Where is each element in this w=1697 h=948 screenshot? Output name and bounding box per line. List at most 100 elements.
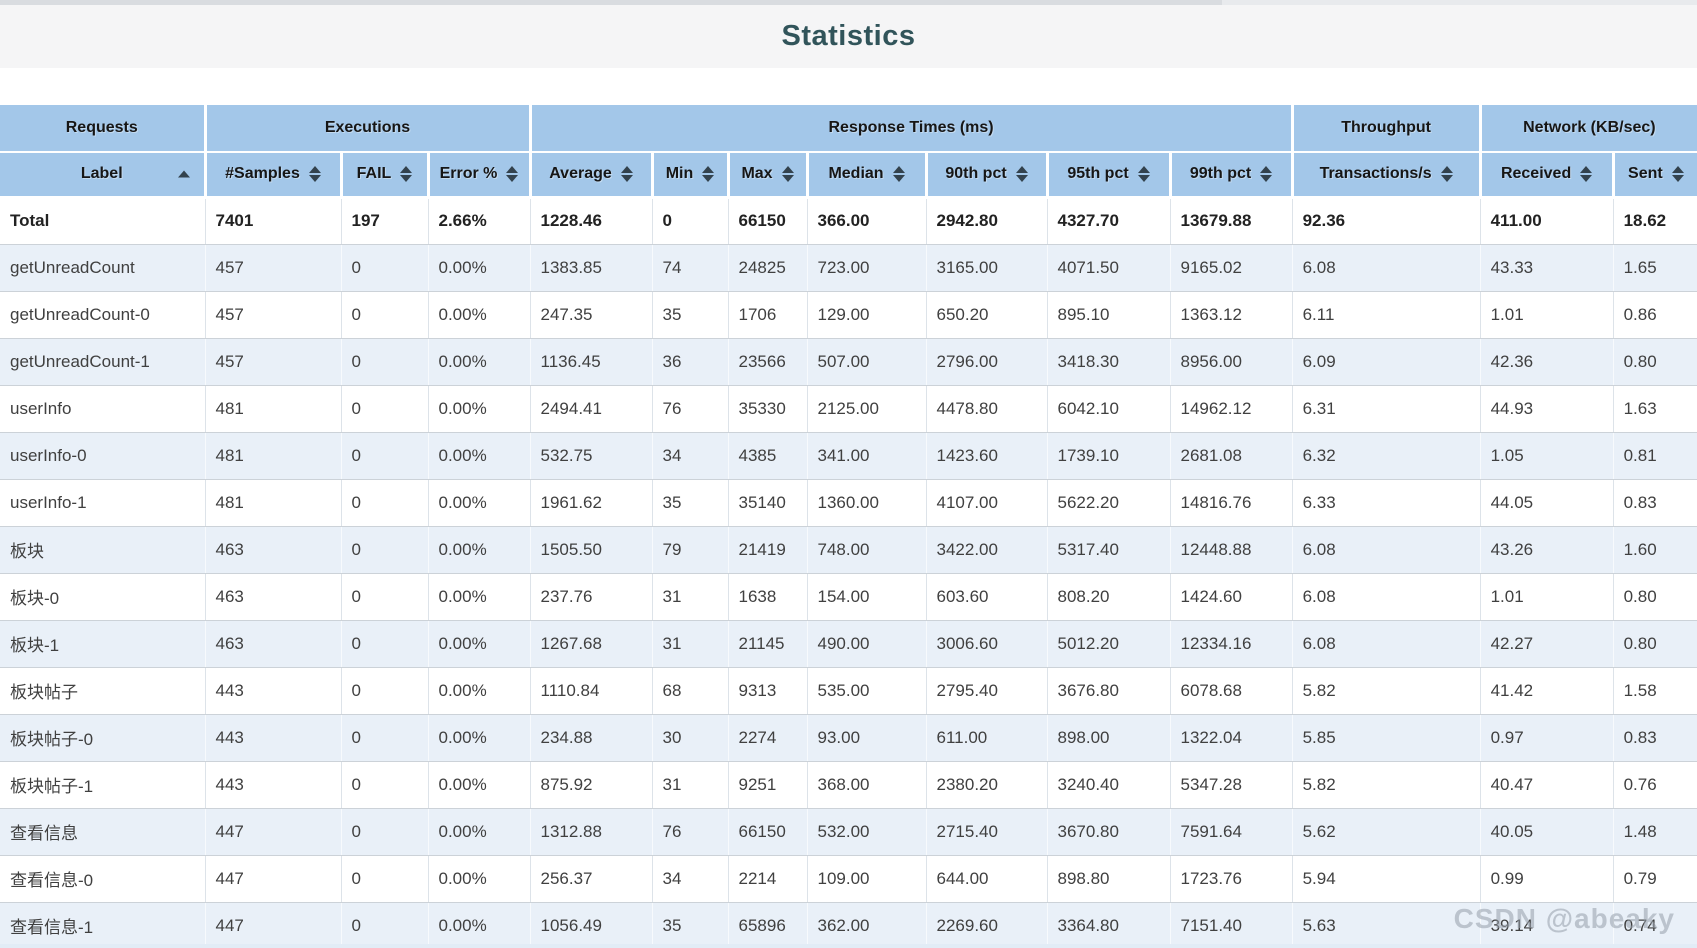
value-cell: 256.37: [530, 855, 653, 903]
header-group-row: Requests Executions Response Times (ms) Thr…: [0, 105, 1697, 153]
value-cell: 65896: [728, 902, 808, 948]
row-label-cell: 查看信息-1: [0, 902, 206, 948]
value-cell: 31: [652, 761, 729, 809]
value-cell: 443: [205, 667, 342, 715]
value-cell: 723.00: [807, 244, 927, 292]
header-group-1: Executions: [203, 105, 532, 153]
next-row-sliver: [0, 944, 1697, 948]
table-row: 板块-1 463 0 0.00% 1267.68 31 21145 490.00 3006.60…: [0, 620, 1697, 668]
value-cell: 74: [652, 244, 729, 292]
value-cell: 895.10: [1047, 291, 1171, 339]
value-cell: 21145: [728, 620, 808, 668]
value-cell: 92.36: [1292, 197, 1481, 245]
value-cell: 0: [341, 338, 429, 386]
sort-icon: [1015, 166, 1028, 183]
header-group-4: Network (KB/sec): [1478, 105, 1697, 153]
value-cell: 0: [341, 573, 429, 621]
value-cell: 0.00%: [428, 526, 531, 574]
value-cell: 368.00: [807, 761, 927, 809]
value-cell: 8956.00: [1170, 338, 1293, 386]
table-row: userInfo-0 481 0 0.00% 532.75 34 4385 341.00 142…: [0, 432, 1697, 480]
value-cell: 481: [205, 479, 342, 527]
value-cell: 6.08: [1292, 573, 1481, 621]
value-cell: 76: [652, 385, 729, 433]
value-cell: 237.76: [530, 573, 653, 621]
value-cell: 0.00%: [428, 338, 531, 386]
value-cell: 0.00%: [428, 855, 531, 903]
value-cell: 0.83: [1613, 714, 1697, 762]
column-header-error-[interactable]: Error %: [426, 152, 532, 199]
row-label-cell: 板块帖子-0: [0, 714, 206, 762]
value-cell: 650.20: [926, 291, 1048, 339]
column-header-label: Received: [1500, 165, 1572, 183]
value-cell: 532.00: [807, 808, 927, 856]
value-cell: 443: [205, 714, 342, 762]
column-header-95th-pct[interactable]: 95th pct: [1045, 152, 1172, 199]
value-cell: 35: [652, 291, 729, 339]
sort-icon: [400, 166, 413, 183]
column-header--samples[interactable]: #Samples: [203, 152, 343, 199]
value-cell: 35: [652, 902, 729, 948]
column-header-median[interactable]: Median: [805, 152, 928, 199]
value-cell: 1.60: [1613, 526, 1697, 574]
value-cell: 898.80: [1047, 855, 1171, 903]
value-cell: 0: [341, 902, 429, 948]
table-row: Total 7401 197 2.66% 1228.46 0 66150 366.00 2942…: [0, 197, 1697, 245]
value-cell: 0: [341, 385, 429, 433]
value-cell: 1.63: [1613, 385, 1697, 433]
value-cell: 5.82: [1292, 667, 1481, 715]
column-header-average[interactable]: Average: [528, 152, 654, 199]
value-cell: 3165.00: [926, 244, 1048, 292]
value-cell: 18.62: [1613, 197, 1697, 245]
value-cell: 0: [341, 855, 429, 903]
column-header-min[interactable]: Min: [650, 152, 730, 199]
row-label-cell: 板块帖子: [0, 667, 206, 715]
header-group-0: Requests: [0, 105, 207, 153]
value-cell: 3240.40: [1047, 761, 1171, 809]
value-cell: 1.48: [1613, 808, 1697, 856]
column-header-sent[interactable]: Sent: [1611, 152, 1697, 199]
value-cell: 0.00%: [428, 714, 531, 762]
column-header-received[interactable]: Received: [1478, 152, 1615, 199]
value-cell: 40.47: [1480, 761, 1614, 809]
value-cell: 42.36: [1480, 338, 1614, 386]
header-group-2: Response Times (ms): [528, 105, 1294, 153]
value-cell: 0.80: [1613, 620, 1697, 668]
column-header-label[interactable]: Label: [0, 152, 207, 199]
value-cell: 247.35: [530, 291, 653, 339]
value-cell: 6.09: [1292, 338, 1481, 386]
value-cell: 0.83: [1613, 479, 1697, 527]
value-cell: 40.05: [1480, 808, 1614, 856]
value-cell: 748.00: [807, 526, 927, 574]
value-cell: 447: [205, 808, 342, 856]
row-label-cell: 查看信息-0: [0, 855, 206, 903]
top-scrollbar-thumb[interactable]: [0, 0, 1222, 5]
column-header-label: Min: [665, 165, 694, 183]
value-cell: 1.05: [1480, 432, 1614, 480]
sort-icon: [308, 166, 321, 183]
column-header-transactions-s[interactable]: Transactions/s: [1290, 152, 1482, 199]
value-cell: 463: [205, 526, 342, 574]
sort-icon: [1671, 166, 1684, 183]
column-header-label: Transactions/s: [1319, 165, 1432, 183]
row-label-cell: 板块-1: [0, 620, 206, 668]
value-cell: 6.33: [1292, 479, 1481, 527]
value-cell: 129.00: [807, 291, 927, 339]
value-cell: 12334.16: [1170, 620, 1293, 668]
value-cell: 68: [652, 667, 729, 715]
value-cell: 532.75: [530, 432, 653, 480]
value-cell: 2494.41: [530, 385, 653, 433]
value-cell: 0.00%: [428, 620, 531, 668]
value-cell: 14816.76: [1170, 479, 1293, 527]
column-header-99th-pct[interactable]: 99th pct: [1168, 152, 1294, 199]
top-scrollbar[interactable]: [0, 0, 1697, 5]
column-header-max[interactable]: Max: [726, 152, 809, 199]
value-cell: 21419: [728, 526, 808, 574]
row-label-cell: 板块: [0, 526, 206, 574]
column-header-fail[interactable]: FAIL: [339, 152, 430, 199]
column-header-90th-pct[interactable]: 90th pct: [924, 152, 1049, 199]
value-cell: 490.00: [807, 620, 927, 668]
value-cell: 5622.20: [1047, 479, 1171, 527]
value-cell: 42.27: [1480, 620, 1614, 668]
column-header-label: 99th pct: [1189, 165, 1252, 183]
